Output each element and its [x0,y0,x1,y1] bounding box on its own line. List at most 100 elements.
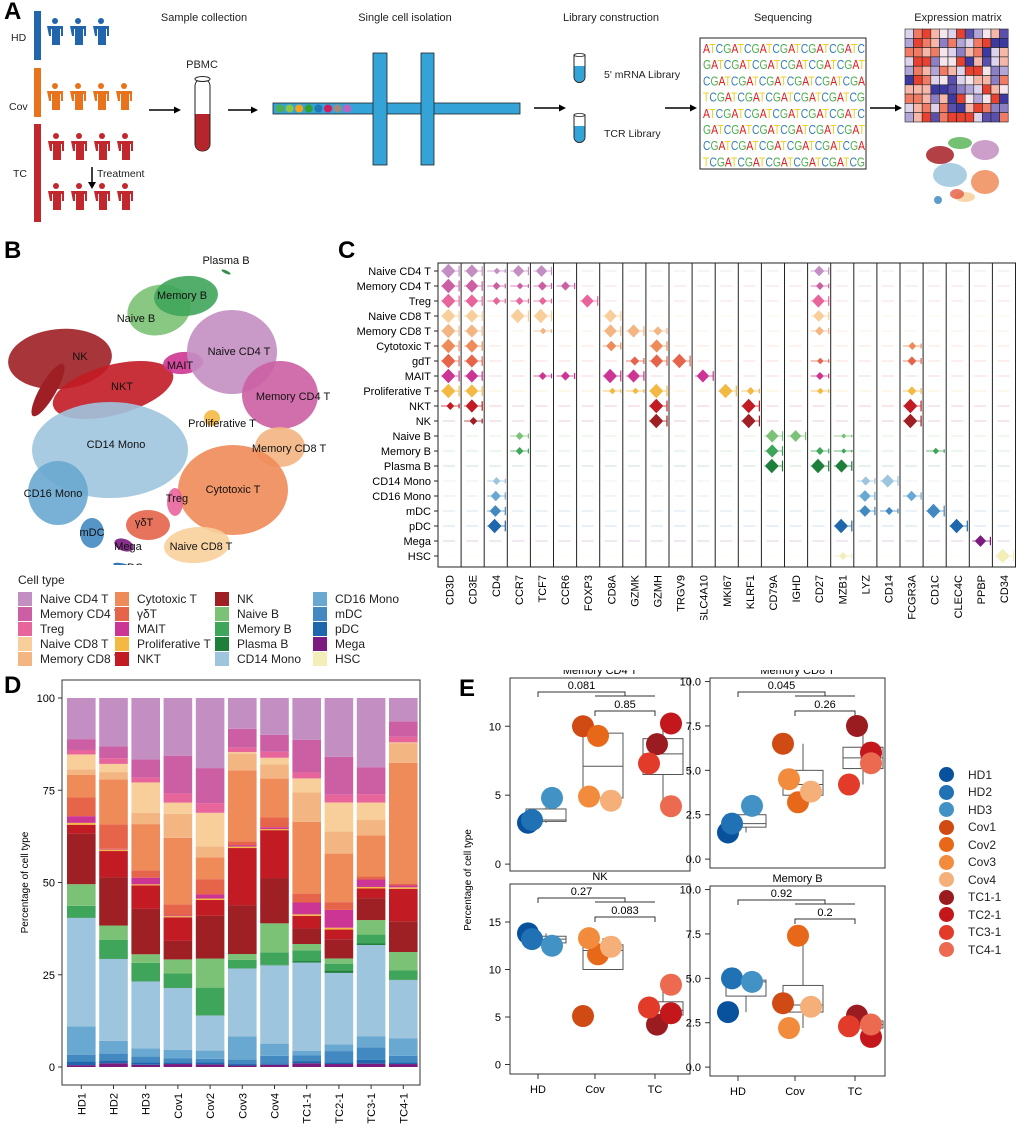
bar-segment-treg [324,794,354,803]
heatmap-cell [964,112,975,123]
legend-label: Memory B [237,621,292,636]
violin-shape [487,297,506,305]
heatmap-cell [939,65,949,76]
heatmap-cell [930,103,940,114]
gene-label: TCF7 [537,575,549,603]
violin-shape [464,399,483,413]
legend-label: Treg [40,621,65,636]
x-tick-label: Cov4 [270,1093,282,1119]
heatmap-cell [904,112,914,123]
bar-segment-memory-b [324,963,354,971]
bar-segment-nk [67,833,96,885]
violin-shape [602,387,621,395]
bar-segment-naive-cd4-t [67,698,96,740]
person-head [53,133,59,139]
heatmap-cell [930,28,940,39]
sequence-read: ATCGATCGATCGATCGATCGATC [703,41,865,56]
person-head [98,18,104,24]
plot-frame [509,677,691,872]
heatmap-cell [999,37,1009,48]
heatmap-cell [956,112,966,123]
bar-segment-memory-cd8-t [260,764,289,779]
person-head [122,133,128,139]
bar-segment-mega [260,1064,289,1067]
data-point-cov4 [800,780,822,803]
arrowhead-icon [559,104,566,112]
bar-segment-cd14-mono [356,944,386,1037]
bar-segment-mdc [195,1058,225,1063]
bar-segment-cd16-mono [389,1038,418,1056]
bar-segment-nkt [195,900,225,916]
legend-label: Memory CD4 T [40,606,122,621]
y-axis-label: Percentage of cell type [20,831,31,933]
legend-item: NK [215,591,301,606]
bar-segment-mega [389,1064,418,1067]
violin-shape [510,265,529,277]
bar-segment-nkt [356,888,386,899]
bar-segment-mait [131,877,160,885]
bar-segment-mait [228,845,257,847]
legend-swatch [215,606,229,621]
bar-segment-memory-cd4-t [195,768,225,804]
step-title-library-construction: Library construction [563,12,659,24]
violin-shape [510,308,529,324]
x-tick-label: TC4-1 [398,1093,410,1124]
heatmap-cell [947,28,957,39]
bar-segment-cd14-mono [163,987,193,1050]
heatmap-cell [913,93,923,104]
heatmap-cell [982,75,992,86]
box-plots: Percentage of cell type Memory CD4 T 0 5 10 0… [463,670,886,1098]
tsne-label: Treg [166,493,188,505]
bar-segment-cd16-mono [163,1049,193,1059]
bar-segment-cd16-mono [324,1044,354,1052]
legend-swatch [313,606,327,621]
y-tick-label: 0 [49,1062,55,1074]
data-point-tc1-1 [646,733,668,756]
person-head [75,18,81,24]
cell-type-row-label: NKT [409,401,431,413]
person-head [76,183,82,189]
panel-label-d: D [4,672,22,699]
bar-segment-cd16-mono [356,1036,386,1048]
person-icon [117,183,133,210]
violin-shape [441,323,460,339]
x-tick-label: HD3 [141,1093,153,1115]
legend-item: Memory B [215,621,301,636]
bar-segment-pdc [389,1062,418,1065]
violin-shape [903,398,922,414]
y-tick-label: 10.0 [680,677,701,689]
group-label-cov: Cov [9,101,28,113]
legend-item: Plasma B [215,636,301,651]
violin-shape [441,338,460,354]
heatmap-cell [913,47,923,58]
person-head [99,183,105,189]
bar-segment-naive-b [389,952,418,971]
violin-shape [648,413,667,429]
data-point-hd3 [741,794,763,817]
person-body [71,141,87,160]
heatmap-cell [999,84,1009,95]
bar-segment--t [356,876,386,880]
arrowhead-icon [88,182,96,189]
tsne-cluster-pdc [113,562,137,565]
bar-segment-cd14-mono [228,968,257,1037]
data-point-cov4 [800,995,822,1018]
violin-shape [903,490,922,502]
heatmap-cell [964,84,975,95]
violin-shape [464,294,483,308]
data-point-tc3-1 [638,752,660,775]
pvalue-bracket [737,899,826,905]
tsne-cluster-nkt [52,361,174,419]
y-tick-label: 5.0 [686,765,701,777]
violin-shape [856,490,875,502]
heatmap-cell [990,37,1000,48]
gene-label: CD3E [468,575,480,604]
tsne-label: mDC [79,527,104,539]
bar-segment-proliferative-t [228,846,257,849]
legend-label: mDC [335,606,363,621]
bar-segment-memory-b [292,950,321,962]
data-point-cov3 [578,927,600,950]
bar-segment-nk [228,905,257,955]
bar-segment-cd14-mono [292,962,321,1051]
bar-segment-pdc [292,1061,321,1064]
